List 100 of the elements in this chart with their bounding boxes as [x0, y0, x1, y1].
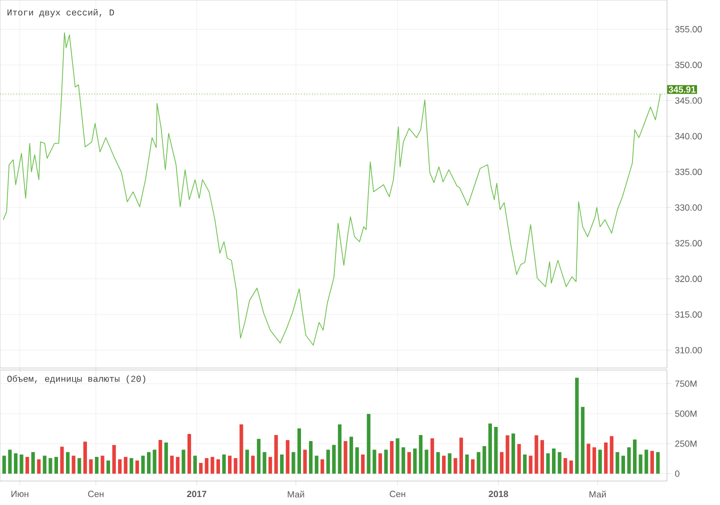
bar [31, 452, 35, 474]
bar [72, 456, 76, 474]
bar [164, 442, 168, 474]
bar [170, 456, 174, 474]
bar [632, 439, 637, 474]
bar [413, 448, 417, 474]
bar [436, 452, 440, 474]
bar [135, 460, 140, 474]
bar [488, 424, 492, 474]
bar [378, 453, 382, 474]
bar [616, 452, 620, 474]
bar [517, 444, 521, 474]
bar [240, 424, 244, 474]
y-tick-label: 355.00 [675, 26, 702, 32]
bar [644, 450, 648, 474]
y-tick-label: 500M [675, 410, 696, 417]
bar [54, 456, 58, 474]
bar [308, 441, 313, 474]
bar [575, 378, 579, 474]
bar [650, 450, 654, 474]
bar [286, 440, 290, 474]
bar [25, 456, 30, 474]
bar [118, 459, 122, 474]
y-tick-label: 315.00 [675, 311, 702, 318]
bar [332, 444, 336, 474]
bar [326, 450, 330, 474]
bar [292, 452, 296, 474]
bar [176, 456, 180, 474]
bar [338, 424, 342, 474]
bar [448, 453, 452, 474]
bar [297, 428, 302, 474]
y-tick-label: 350.00 [675, 62, 702, 68]
x-tick-label: Май [288, 490, 304, 498]
bar [459, 438, 464, 474]
bar [534, 435, 538, 474]
bar [204, 458, 208, 474]
text: Объем, единицы валюты (20) [7, 375, 146, 384]
bar [586, 444, 590, 474]
bar [124, 456, 128, 474]
y-tick-label: 335.00 [675, 168, 702, 176]
bar [256, 438, 261, 474]
bar [234, 458, 238, 474]
bar [274, 435, 278, 474]
bar [100, 456, 104, 474]
bar [390, 441, 394, 474]
bar [558, 452, 562, 474]
y-tick-label: 345.00 [675, 97, 702, 104]
bar [418, 435, 423, 474]
bar [146, 452, 151, 474]
bar [598, 450, 602, 474]
bar [60, 446, 64, 474]
bar [193, 456, 197, 474]
y-tick-label: 250M [675, 440, 696, 447]
bar [152, 450, 156, 474]
bar [280, 454, 284, 474]
x-tick-label: Июн [12, 490, 28, 498]
bar [454, 458, 458, 474]
bar [470, 459, 475, 474]
bar [8, 450, 12, 474]
bar [621, 456, 626, 474]
bar [158, 440, 162, 474]
bar [384, 450, 388, 474]
bar [476, 452, 480, 474]
bar [344, 441, 348, 474]
bar [268, 456, 272, 474]
x-tick-label: 2018 [488, 490, 508, 498]
bar [361, 454, 365, 474]
y-tick-label: 320.00 [675, 276, 702, 282]
bar [37, 459, 41, 474]
bar [604, 442, 608, 474]
y-tick-label: 325.00 [675, 240, 702, 246]
bar [130, 458, 134, 474]
bar [355, 447, 359, 474]
ref-line-label: 345.91 [668, 86, 696, 93]
bar [430, 438, 434, 474]
bar [216, 459, 220, 474]
bar [182, 450, 186, 474]
bar [528, 456, 532, 474]
bar [251, 456, 255, 474]
bar [580, 406, 585, 474]
bar [210, 456, 214, 474]
bar [564, 458, 568, 474]
bar [94, 456, 99, 474]
y-tick-label: 340.00 [675, 133, 702, 140]
bar [314, 456, 318, 474]
line-series [2, 32, 661, 346]
bar [83, 442, 87, 474]
bar [187, 434, 192, 474]
bar [402, 447, 406, 474]
bar [106, 460, 110, 474]
bar [506, 435, 510, 474]
x-tick-label: Сен [390, 490, 406, 498]
bar [569, 460, 573, 474]
bar [511, 433, 516, 474]
bar [78, 458, 82, 474]
bar [2, 456, 6, 474]
bar [372, 450, 376, 474]
y-tick-label: 0 [675, 470, 680, 477]
bar [349, 436, 354, 474]
bar [442, 456, 446, 474]
